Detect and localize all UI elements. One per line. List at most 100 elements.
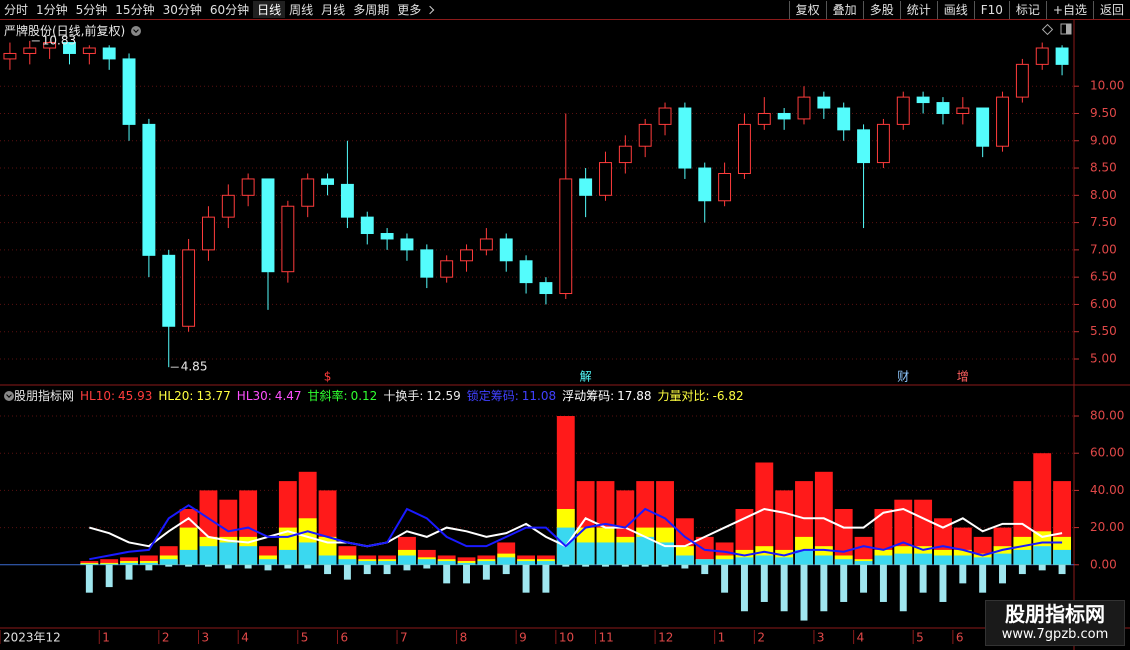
period-tab[interactable]: 15分钟: [115, 3, 155, 17]
panel-title: 股朋指标网: [14, 389, 75, 403]
tool-button[interactable]: F10: [973, 0, 1009, 19]
y-tick-label: 6.50: [1090, 270, 1117, 284]
indicator-bar: [999, 564, 1006, 584]
indicator-bar: [1018, 564, 1026, 575]
indicator-bar: [973, 557, 992, 565]
indicator-bar: [304, 564, 312, 569]
period-tab[interactable]: 30分钟: [162, 3, 202, 17]
y-tick-label: 6.00: [1090, 297, 1117, 311]
candle-body: [678, 107, 692, 169]
indicator-bar: [934, 555, 952, 565]
indicator-bar: [860, 564, 868, 593]
indicator-bar: [636, 536, 655, 565]
period-tab[interactable]: 1分钟: [36, 3, 68, 17]
indicator-bar: [522, 564, 530, 593]
indicator-bar: [239, 546, 258, 565]
period-tab[interactable]: 周线: [289, 3, 314, 17]
indicator-bar: [621, 564, 629, 567]
indicator-bar: [755, 462, 774, 565]
tool-button[interactable]: 多股: [862, 0, 900, 19]
period-tab[interactable]: 月线: [321, 3, 346, 17]
y-tick-label: 5.50: [1090, 324, 1117, 338]
period-tab[interactable]: 日线: [253, 1, 286, 18]
x-tick-label: 2: [757, 631, 765, 645]
y-tick-label: 8.50: [1090, 161, 1117, 175]
period-tab[interactable]: 分时: [4, 3, 29, 17]
period-tab[interactable]: 60分钟: [209, 3, 250, 17]
indicator-bar: [840, 564, 848, 602]
candle-body: [777, 112, 791, 120]
indicator-bar: [403, 564, 411, 571]
candle-body: [1035, 47, 1049, 65]
indicator-bar: [477, 561, 496, 565]
indicator-bar: [358, 561, 377, 565]
candle-body: [281, 205, 295, 273]
event-marker: 财: [897, 370, 909, 384]
candle-body: [916, 96, 930, 104]
candle-body: [102, 47, 116, 60]
y-tick-label: 40.00: [1090, 483, 1124, 497]
indicator-bar: [775, 490, 794, 565]
indicator-header: 股朋指标网 HL10: 45.93 HL20: 13.77 HL30: 4.47 甘斜率: 0…: [4, 387, 750, 404]
indicator-bar: [502, 564, 510, 575]
candle-body: [182, 249, 196, 327]
y-tick-label: 5.00: [1090, 351, 1117, 365]
candle-body: [876, 123, 890, 164]
indicator-bar: [775, 557, 794, 565]
indicator-bar: [780, 564, 788, 612]
tool-button[interactable]: 统计: [899, 0, 937, 19]
indicator-bar: [338, 559, 357, 565]
diamond-icon[interactable]: [1041, 23, 1054, 36]
indicator-bar: [656, 542, 674, 565]
indicator-bar: [125, 564, 133, 580]
candle-body: [817, 96, 831, 109]
y-tick-label: 7.00: [1090, 242, 1117, 256]
candle-body: [599, 162, 612, 196]
x-tick-label: 2023年12: [3, 631, 61, 645]
candle-body: [718, 172, 732, 202]
tool-button[interactable]: 叠加: [825, 0, 863, 19]
tool-button[interactable]: 标记: [1008, 0, 1046, 19]
indicator-bar: [145, 564, 153, 571]
x-tick-label: 10: [559, 631, 574, 645]
indicator-bar: [715, 559, 734, 565]
candle-body: [579, 178, 593, 196]
indicator-bar: [159, 559, 178, 565]
indicator-bar: [721, 564, 729, 593]
indicator-bar: [596, 542, 615, 565]
tool-button[interactable]: 返回: [1092, 0, 1130, 19]
candle-body: [43, 42, 57, 49]
period-tab[interactable]: 更多: [397, 3, 422, 17]
legend-value: 45.93: [118, 388, 153, 403]
y-tick-label: 80.00: [1090, 409, 1124, 423]
y-tick-label: 20.00: [1090, 520, 1124, 534]
period-tab[interactable]: 多周期: [353, 3, 390, 17]
x-tick-label: 6: [340, 631, 348, 645]
indicator-bar: [1058, 564, 1066, 575]
indicator-bar: [854, 536, 873, 565]
candle-body: [162, 254, 176, 327]
legend-value: 4.47: [274, 388, 302, 403]
event-marker: 解: [580, 370, 592, 384]
period-tab[interactable]: 5分钟: [75, 3, 108, 17]
legend-label: 甘斜率:: [307, 389, 348, 403]
menu-icon[interactable]: [131, 25, 142, 36]
legend-value: -6.82: [712, 388, 744, 403]
legend-label: 浮动筹码:: [562, 389, 615, 403]
candle-body: [23, 47, 37, 54]
watermark-title: 股朋指标网: [1005, 602, 1105, 626]
tool-button[interactable]: +自选: [1045, 0, 1093, 19]
candle-body: [360, 216, 374, 235]
indicator-bar: [675, 555, 694, 565]
menu-icon[interactable]: [4, 390, 14, 401]
y-tick-label: 60.00: [1090, 446, 1124, 460]
candle-body: [460, 249, 473, 262]
indicator-bar: [244, 564, 252, 569]
tool-button[interactable]: 画线: [936, 0, 974, 19]
toolbar: 分时 1分钟 5分钟 15分钟 30分钟 60分钟 日线 周线 月线 多周期 更多 复权 叠加 多股 统计…: [0, 0, 1130, 20]
x-tick-label: 4: [857, 631, 865, 645]
tool-button[interactable]: 复权: [788, 0, 826, 19]
legend-value: 11.08: [521, 388, 557, 403]
indicator-bar: [278, 549, 297, 565]
indicator-bar: [343, 564, 351, 580]
